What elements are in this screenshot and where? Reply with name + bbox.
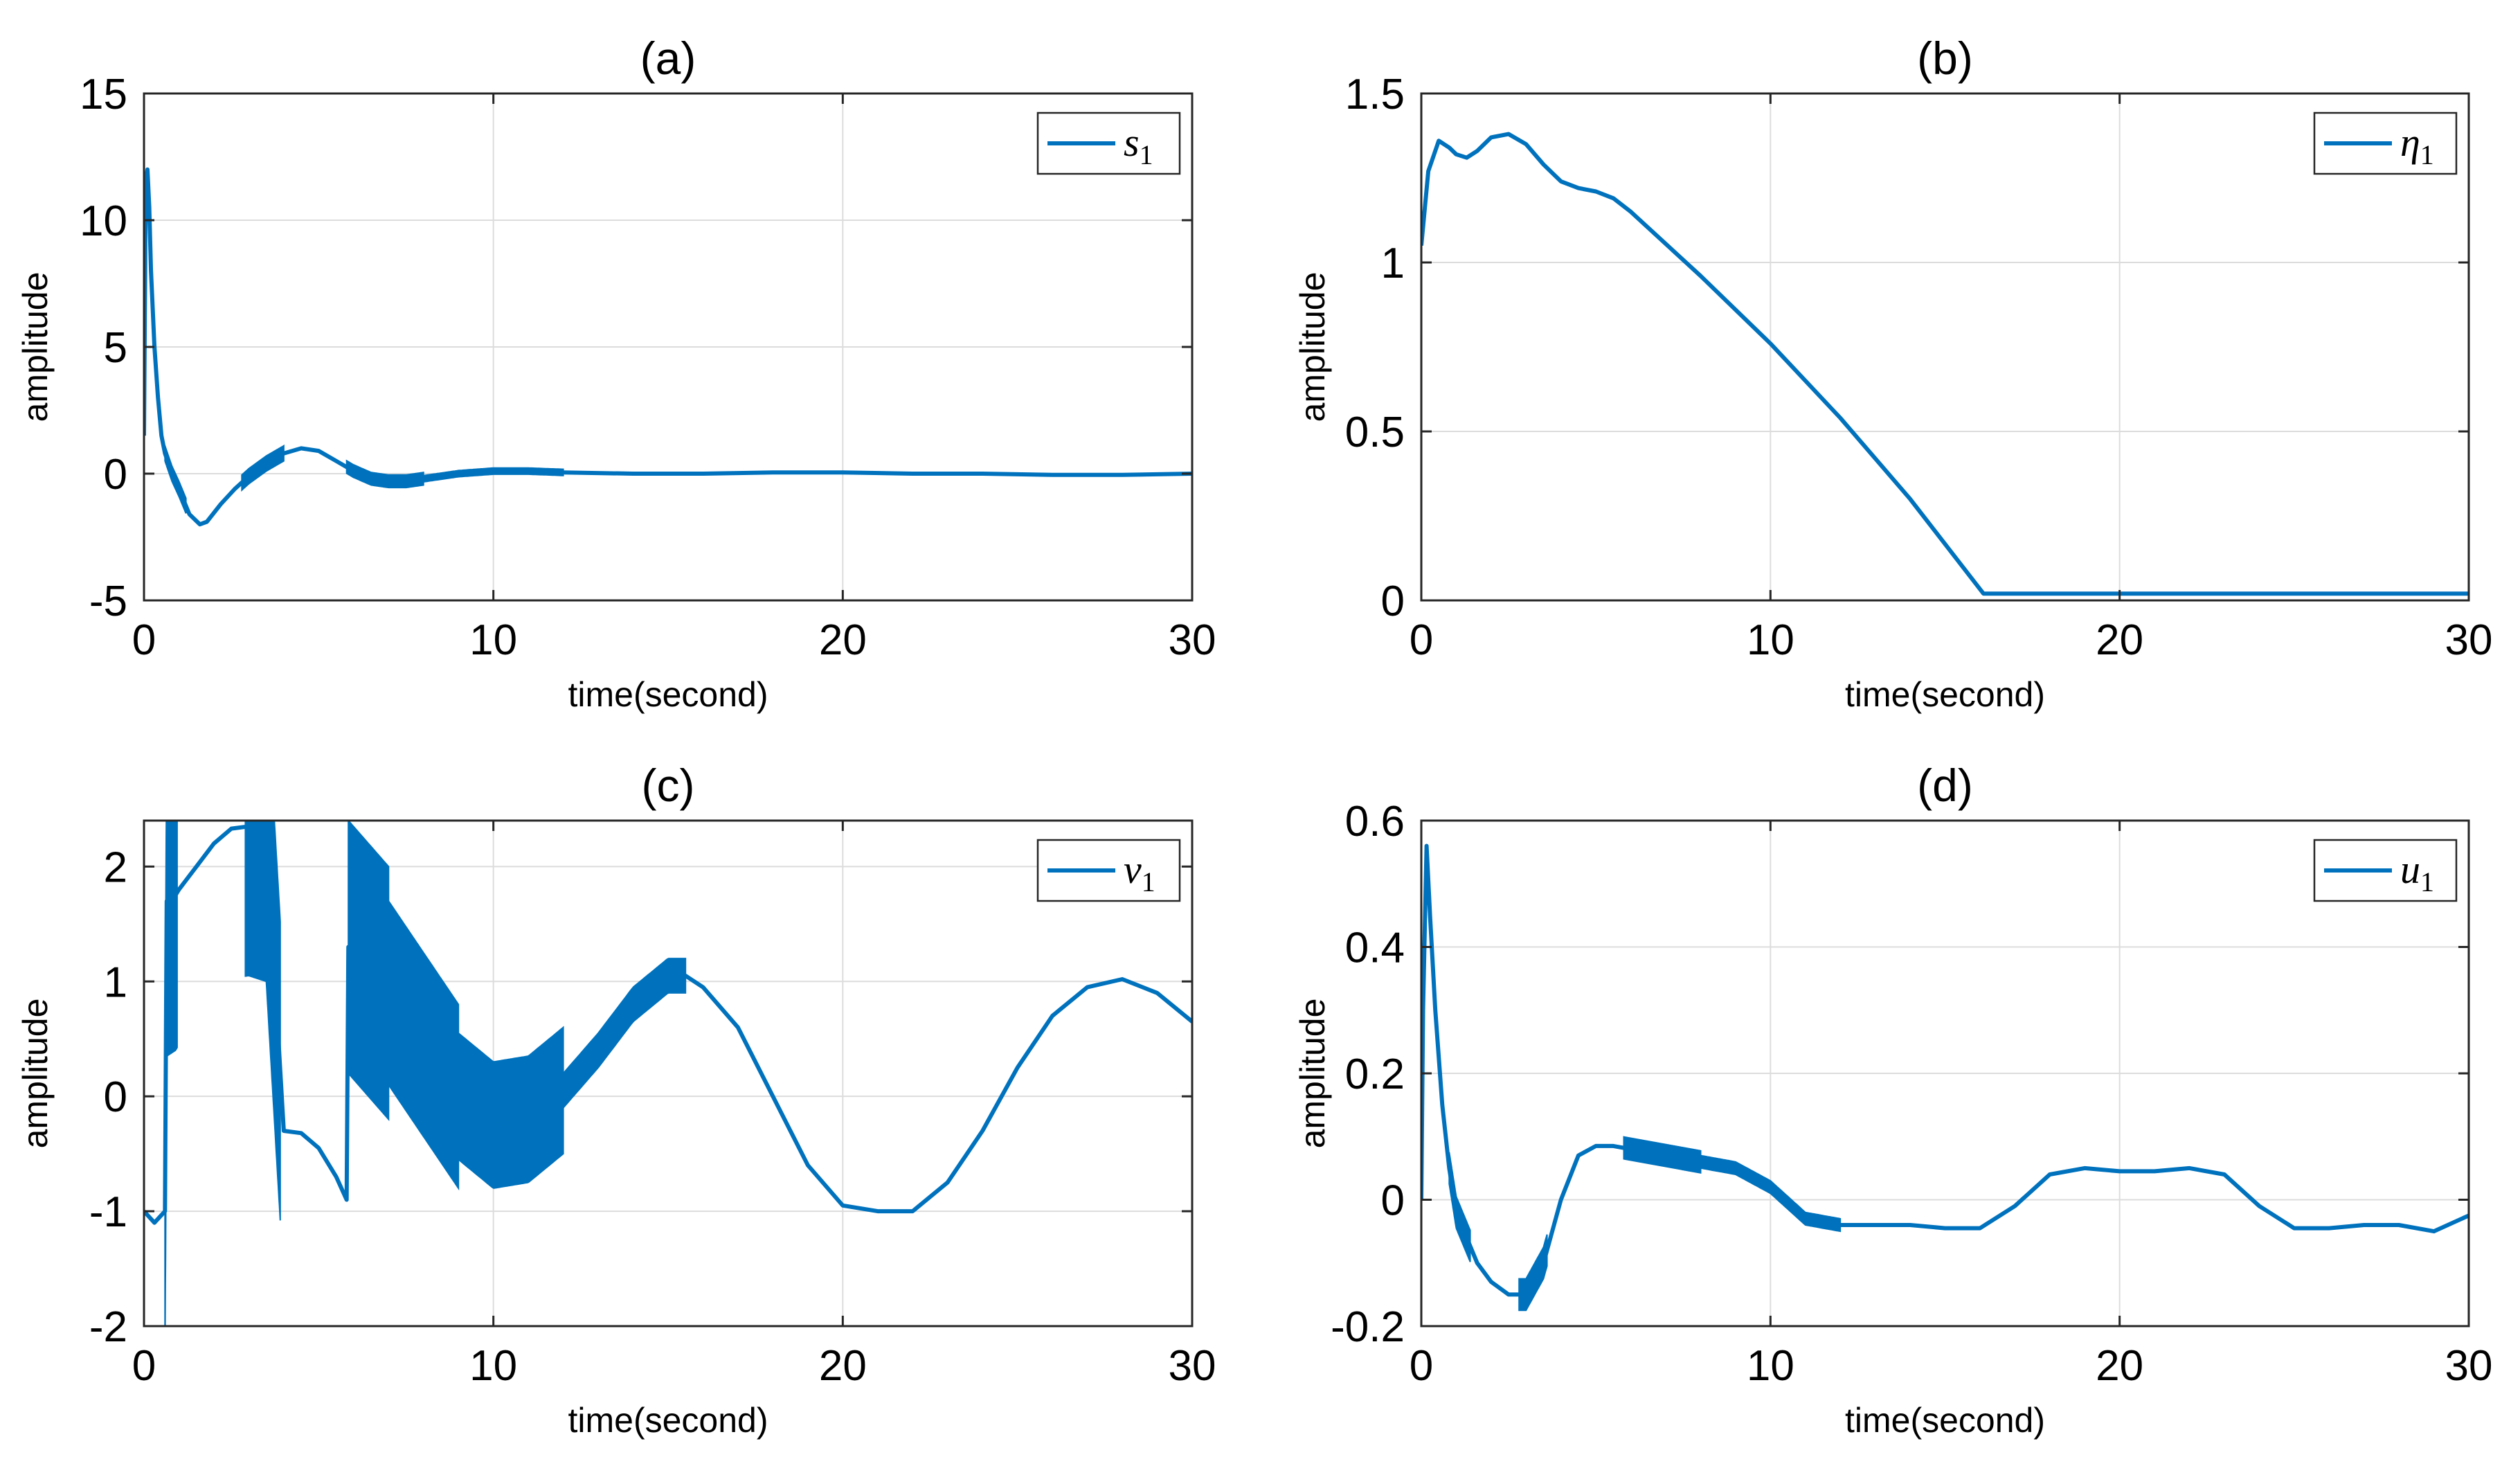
y-tick-label-c-1: -1 (89, 1188, 127, 1236)
y-tick-label-c-4: 2 (104, 843, 127, 891)
x-tick-label-a-3: 30 (1169, 616, 1216, 664)
oscillation-band-d-3 (1700, 1154, 1842, 1233)
chart-title-a: (a) (640, 33, 696, 84)
y-tick-label-d-4: 0.6 (1345, 798, 1405, 846)
oscillation-band-c-4 (458, 1026, 564, 1189)
legend-symbol-c: v (1124, 847, 1142, 892)
y-tick-label-b-3: 1.5 (1345, 71, 1405, 118)
chart-title-b: (b) (1917, 33, 1973, 84)
y-tick-label-a-3: 10 (80, 197, 127, 245)
plot-area-b (1421, 93, 2469, 600)
legend-a: s1 (1036, 111, 1181, 175)
legend-subscript-a: 1 (1140, 139, 1153, 170)
panel-a: 0 10 20 30-5051015(a)time(second)amplitudes… (16, 33, 1216, 714)
x-tick-label-d-1: 10 (1747, 1342, 1794, 1390)
legend-label-a: s1 (1124, 120, 1153, 170)
x-tick-label-c-2: 20 (819, 1342, 867, 1390)
legend-symbol-a: s (1124, 120, 1140, 165)
series-line-a-0 (144, 167, 1192, 527)
legend-d: u1 (2313, 839, 2458, 902)
series-line-c-0 (144, 824, 1192, 1225)
y-tick-label-c-2: 0 (104, 1073, 127, 1121)
y-tick-label-d-2: 0.2 (1345, 1051, 1405, 1098)
panel-d: 0 10 20 30-0.200.20.40.6(d)time(second)ampl… (1293, 760, 2492, 1440)
x-tick-label-c-1: 10 (469, 1342, 517, 1390)
legend-label-d: u1 (2400, 847, 2434, 897)
y-axis-label-d: amplitude (1293, 999, 1332, 1149)
chart-title-c: (c) (642, 760, 695, 811)
x-tick-label-a-1: 10 (469, 616, 517, 664)
series-line-d-0 (1421, 843, 2469, 1297)
y-tick-label-d-1: 0 (1381, 1177, 1405, 1225)
series-group-d (1421, 843, 2469, 1312)
series-group-a (144, 167, 1192, 527)
legend-c: v1 (1036, 839, 1181, 902)
x-tick-label-b-1: 10 (1747, 616, 1794, 664)
y-axis-label-b: amplitude (1293, 272, 1332, 422)
y-tick-label-b-0: 0 (1381, 578, 1405, 625)
y-tick-label-d-0: -0.2 (1331, 1303, 1405, 1351)
legend-subscript-c: 1 (1142, 866, 1155, 897)
y-tick-label-b-1: 0.5 (1345, 409, 1405, 456)
axes-box-c (143, 819, 1194, 1327)
oscillation-band-c-5 (562, 958, 687, 1110)
legend-b: η1 (2313, 111, 2458, 175)
axes-box-b (1420, 92, 2470, 602)
legend-subscript-d: 1 (2420, 866, 2434, 897)
y-tick-label-a-4: 15 (80, 71, 127, 118)
y-axis-label-a: amplitude (16, 272, 55, 422)
legend-subscript-b: 1 (2420, 139, 2434, 170)
y-tick-label-a-0: -5 (89, 578, 127, 625)
chart-title-d: (d) (1917, 760, 1973, 811)
x-tick-label-c-0: 0 (132, 1342, 156, 1390)
plot-area-c (144, 821, 1192, 1326)
series-group-c (144, 821, 1192, 1326)
legend-label-c: v1 (1124, 847, 1155, 897)
legend-label-b: η1 (2400, 120, 2434, 170)
x-tick-label-a-0: 0 (132, 616, 156, 664)
x-tick-label-b-3: 30 (2445, 616, 2493, 664)
x-axis-label-b: time(second) (1845, 675, 2045, 714)
y-tick-label-c-0: -2 (89, 1303, 127, 1351)
x-tick-label-d-0: 0 (1410, 1342, 1433, 1390)
x-tick-label-d-2: 20 (2096, 1342, 2143, 1390)
x-tick-label-d-3: 30 (2445, 1342, 2493, 1390)
y-tick-label-a-2: 5 (104, 324, 127, 372)
y-tick-label-d-3: 0.4 (1345, 924, 1405, 972)
x-axis-label-d: time(second) (1845, 1401, 2045, 1440)
x-axis-label-a: time(second) (568, 675, 768, 714)
y-tick-label-c-3: 1 (104, 958, 127, 1006)
panel-b: 0 10 20 30 0 0.5 1 1.5 (b) time(second) amplitude η… (1293, 33, 2492, 714)
y-tick-label-a-1: 0 (104, 451, 127, 499)
x-tick-label-b-0: 0 (1410, 616, 1433, 664)
legend-symbol-d: u (2400, 847, 2420, 892)
x-tick-label-c-3: 30 (1169, 1342, 1216, 1390)
series-group-b (1421, 132, 2469, 596)
series-line-b-0 (1421, 132, 2469, 596)
y-tick-label-b-2: 1 (1381, 240, 1405, 287)
x-tick-label-a-2: 20 (819, 616, 867, 664)
x-axis-label-c: time(second) (568, 1401, 768, 1440)
x-tick-label-b-2: 20 (2096, 616, 2143, 664)
y-axis-label-c: amplitude (16, 999, 55, 1149)
legend-symbol-b: η (2400, 120, 2420, 165)
